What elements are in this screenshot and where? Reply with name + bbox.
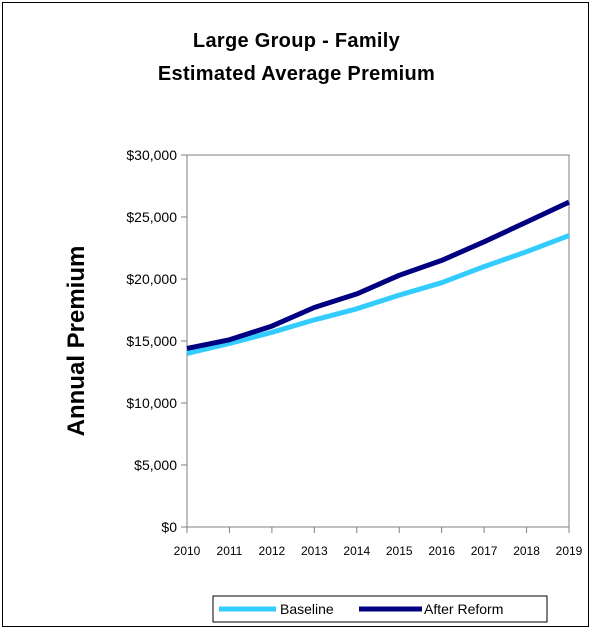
y-axis-label: Annual Premium	[63, 246, 90, 437]
x-tick-label: 2013	[301, 544, 328, 558]
y-tick-label: $15,000	[126, 333, 177, 349]
y-tick-label: $5,000	[134, 457, 177, 473]
x-tick-label: 2019	[556, 544, 583, 558]
x-tick-label: 2011	[217, 544, 243, 558]
series-line-1	[186, 199, 571, 351]
chart-title-line-1: Large Group - Family	[192, 30, 401, 52]
legend: Baseline After Reform	[212, 595, 548, 623]
plot-area	[186, 154, 570, 528]
series-lines	[186, 199, 571, 356]
legend-label-1: After Reform	[424, 601, 503, 617]
x-tick-label: 2014	[343, 544, 370, 558]
y-tick-label: $25,000	[126, 209, 177, 225]
x-tick-label: 2015	[386, 544, 413, 558]
y-tick-label: $20,000	[126, 271, 177, 287]
x-tick-label: 2010	[174, 544, 201, 558]
x-tick-label: 2017	[471, 544, 498, 558]
y-tick-label: $0	[161, 519, 177, 535]
x-tick-label: 2012	[259, 544, 286, 558]
series-line-0	[186, 233, 570, 356]
y-tick-label: $30,000	[126, 147, 177, 163]
x-tick-label: 2018	[513, 544, 540, 558]
chart-title-line-2: Estimated Average Premium	[157, 63, 436, 85]
y-axis: $0 $5,000 $10,000 $15,000 $20,000 $25,000 $30,…	[126, 147, 187, 535]
y-tick-label: $10,000	[126, 395, 177, 411]
legend-label-0: Baseline	[280, 601, 334, 617]
x-tick-label: 2016	[428, 544, 455, 558]
x-axis: 2010 2011 2012 2013 2014 2015 2016 2017 2018 2019	[174, 527, 583, 558]
